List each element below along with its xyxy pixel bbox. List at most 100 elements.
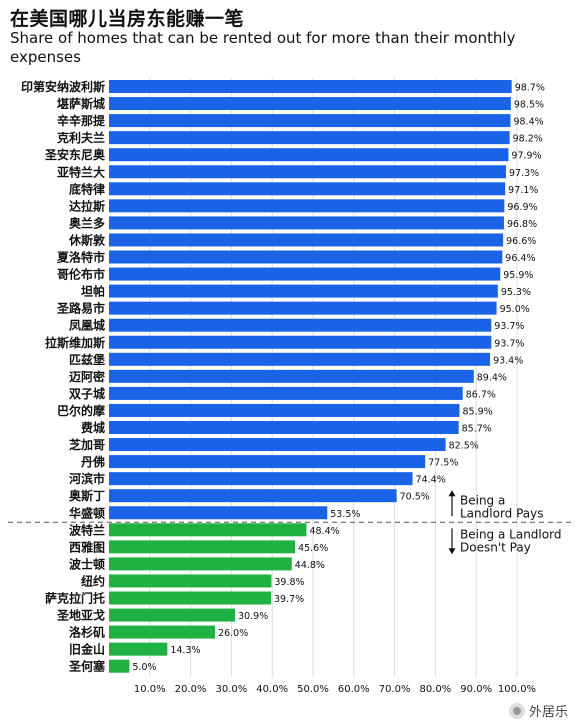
value-label: 82.5% — [449, 441, 479, 452]
value-label: 96.4% — [505, 253, 535, 264]
bar — [109, 403, 460, 417]
bar — [109, 352, 491, 366]
category-label: 坦帕 — [81, 284, 105, 299]
category-label: 堪萨斯城 — [57, 96, 105, 111]
value-label: 39.7% — [274, 594, 304, 605]
x-tick-label: 60.0% — [338, 684, 370, 695]
down-arrowhead-icon — [448, 548, 456, 555]
category-label: 芝加哥 — [69, 437, 105, 452]
value-label: 98.2% — [513, 134, 543, 145]
category-label: 萨克拉门托 — [45, 591, 105, 606]
up-arrowhead-icon — [448, 490, 456, 497]
value-label: 85.7% — [462, 424, 492, 435]
category-label: 克利夫兰 — [57, 130, 105, 145]
category-label: 凤凰城 — [69, 318, 105, 333]
bar — [109, 80, 512, 93]
value-label: 30.9% — [238, 611, 268, 622]
bar — [109, 386, 463, 400]
category-label: 旧金山 — [69, 642, 105, 657]
bar — [109, 659, 130, 673]
value-label: 74.4% — [416, 475, 446, 486]
bar — [109, 642, 168, 656]
x-tick-label: 30.0% — [216, 684, 248, 695]
bar — [109, 250, 503, 264]
category-label: 辛辛那提 — [57, 113, 106, 128]
value-label: 97.1% — [508, 185, 538, 196]
value-label: 48.4% — [309, 526, 339, 537]
value-label: 86.7% — [466, 389, 496, 400]
bar — [109, 608, 236, 622]
value-label: 53.5% — [330, 509, 360, 520]
value-label: 96.9% — [507, 202, 537, 213]
category-label: 圣何塞 — [68, 659, 106, 674]
category-label: 河滨市 — [68, 471, 105, 486]
group-label-not-pays-line1: Being a Landlord — [460, 527, 561, 541]
category-label: 洛杉矶 — [69, 625, 105, 640]
bar — [109, 574, 272, 588]
value-label: 95.3% — [501, 287, 531, 298]
value-label: 97.3% — [509, 168, 539, 179]
bar — [109, 557, 292, 571]
value-label: 96.8% — [507, 219, 537, 230]
value-label: 93.7% — [494, 338, 524, 349]
category-label: 巴尔的摩 — [57, 403, 105, 418]
bar — [109, 506, 328, 520]
category-label: 圣路易市 — [56, 301, 105, 316]
bar — [109, 267, 501, 281]
value-label: 77.5% — [428, 458, 458, 469]
bar — [109, 335, 492, 349]
bar — [109, 284, 498, 298]
category-label: 奥兰多 — [69, 215, 105, 230]
group-label-pays-line2: Landlord Pays — [460, 506, 544, 520]
category-label: 圣安东尼奥 — [44, 147, 106, 162]
x-tick-label: 10.0% — [134, 684, 166, 695]
value-label: 14.3% — [170, 645, 200, 656]
category-label: 丹佛 — [81, 454, 105, 469]
bar — [109, 472, 413, 486]
bar — [109, 625, 216, 639]
category-label: 底特律 — [69, 181, 105, 196]
bar — [109, 165, 506, 179]
bar — [109, 148, 509, 162]
category-label: 圣地亚戈 — [56, 608, 105, 623]
category-label: 达拉斯 — [69, 198, 105, 213]
x-tick-label: 70.0% — [379, 684, 411, 695]
value-label: 5.0% — [132, 662, 156, 673]
x-tick-label: 50.0% — [297, 684, 329, 695]
x-tick-label: 80.0% — [420, 684, 452, 695]
bar — [109, 182, 506, 196]
category-label: 哥伦布市 — [57, 267, 105, 282]
category-label: 费城 — [81, 420, 105, 435]
value-label: 39.8% — [274, 577, 304, 588]
x-tick-label: 20.0% — [175, 684, 207, 695]
x-tick-label: 90.0% — [460, 684, 492, 695]
category-label: 印第安纳波利斯 — [21, 79, 105, 94]
bar — [109, 233, 504, 247]
bar — [109, 114, 511, 128]
value-label: 93.7% — [494, 321, 524, 332]
bar — [109, 131, 510, 145]
value-label: 97.9% — [511, 151, 541, 162]
watermark: 外居乐 — [504, 700, 572, 721]
category-label: 奥斯丁 — [69, 488, 105, 503]
x-tick-label: 40.0% — [256, 684, 288, 695]
bar — [109, 489, 397, 503]
bar — [109, 301, 497, 315]
value-label: 98.5% — [514, 100, 544, 111]
category-label: 迈阿密 — [69, 369, 105, 384]
value-label: 70.5% — [400, 492, 430, 503]
value-label: 96.6% — [506, 236, 536, 247]
value-label: 45.6% — [298, 543, 328, 554]
bar — [109, 216, 504, 230]
x-tick-label: 100.0% — [498, 684, 536, 695]
value-label: 98.4% — [513, 117, 543, 128]
bar — [109, 438, 446, 452]
category-label: 华盛顿 — [69, 505, 105, 520]
category-label: 双子城 — [69, 386, 105, 401]
bar — [109, 369, 474, 383]
category-label: 夏洛特市 — [57, 250, 105, 265]
group-label-pays-line1: Being a — [460, 493, 505, 507]
category-label: 波士顿 — [69, 556, 105, 571]
category-label: 西雅图 — [69, 539, 105, 554]
